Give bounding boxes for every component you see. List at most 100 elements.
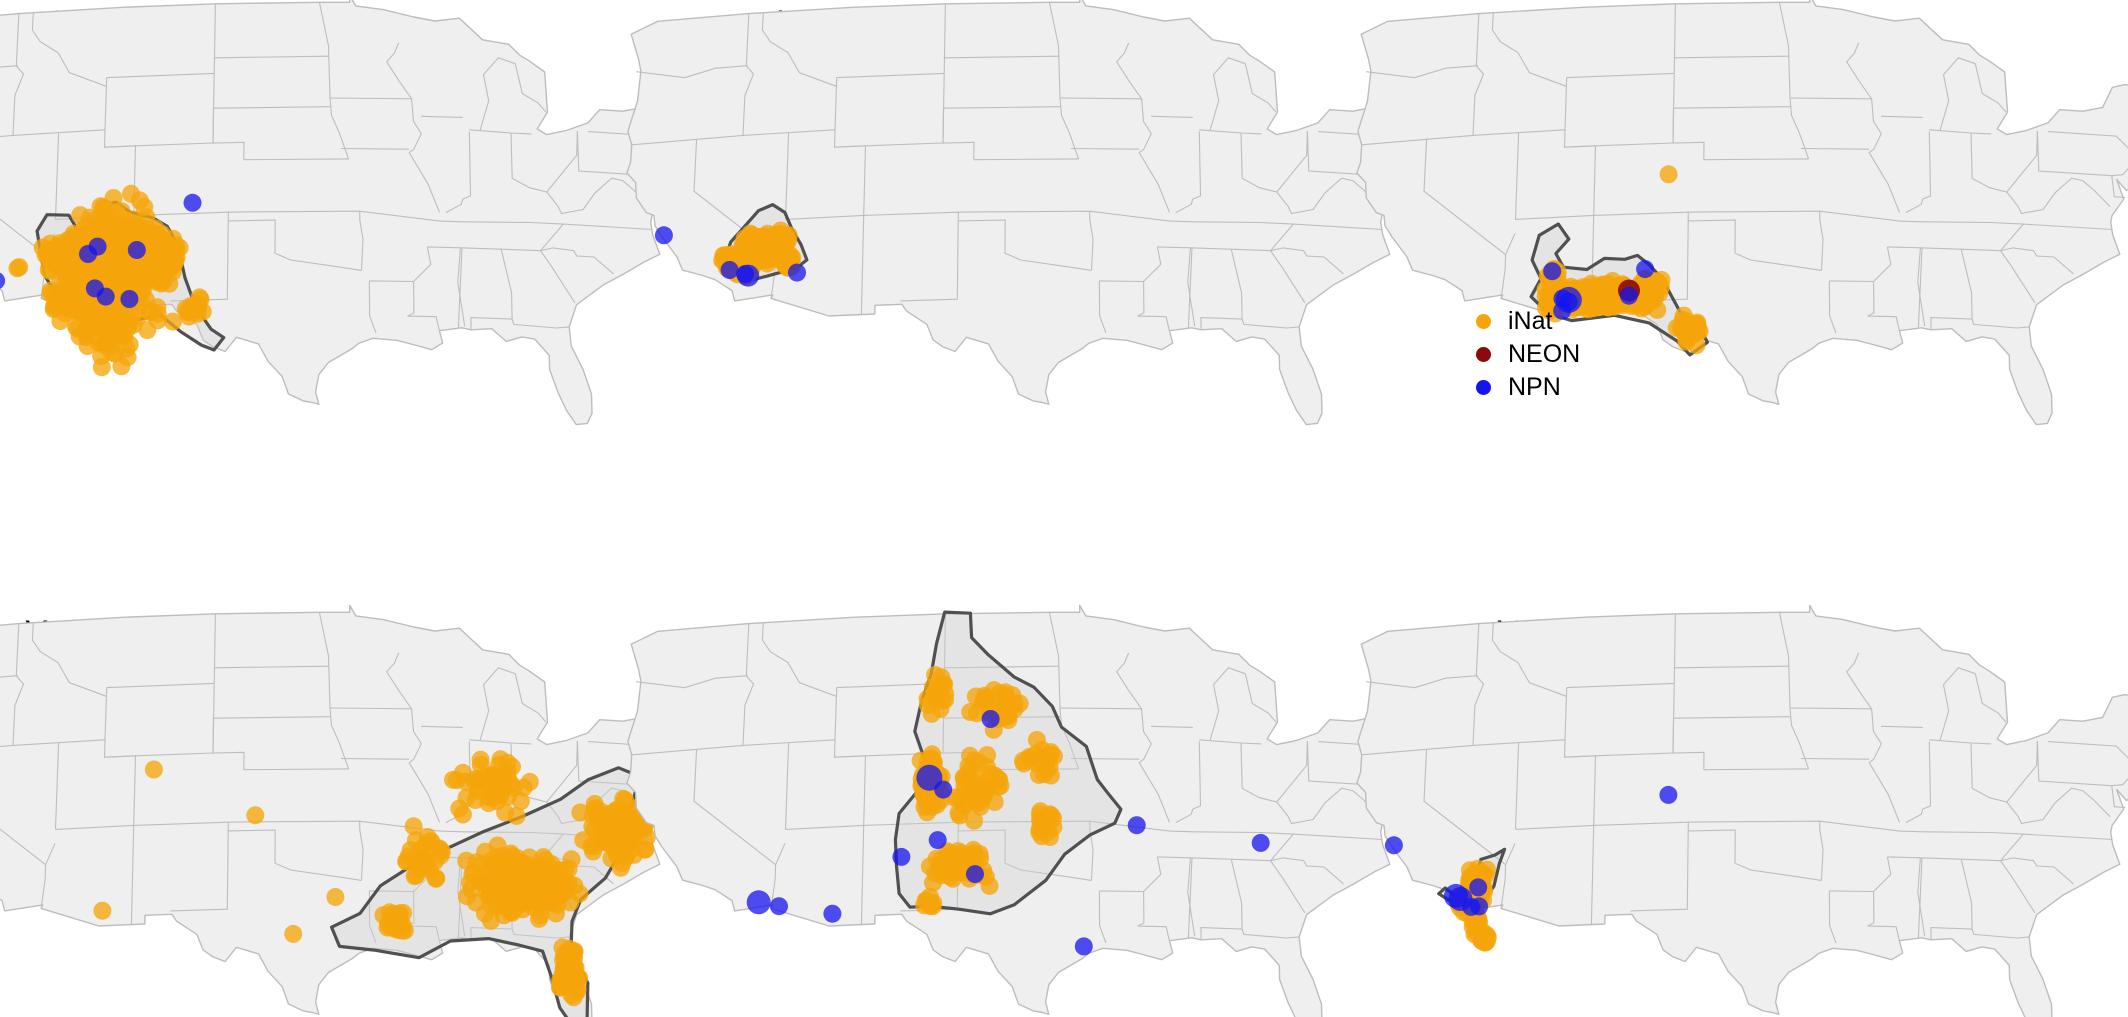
state-border: [1905, 741, 1932, 824]
state-border: [836, 72, 945, 79]
state-border: [1917, 247, 1926, 327]
state-border: [1089, 211, 1094, 271]
state-border: [1241, 318, 1300, 329]
state-border: [942, 716, 1061, 754]
inat-point: [1031, 802, 1050, 821]
state-border: [1491, 12, 1567, 87]
state-border: [1500, 233, 1516, 299]
inat-point: [965, 811, 984, 830]
state-border: [1361, 129, 1566, 146]
inat-point: [616, 790, 634, 809]
state-border: [1276, 787, 1353, 825]
npn-point: [127, 241, 146, 259]
state-border: [1491, 622, 1567, 697]
state-border: [1515, 820, 1900, 832]
inat-point: [163, 263, 182, 281]
inat-point: [636, 840, 655, 859]
inat-point: [162, 244, 180, 263]
state-border: [386, 652, 413, 710]
state-border: [1240, 740, 1308, 803]
state-border: [1366, 675, 1478, 689]
state-border: [55, 820, 440, 832]
inat-point: [991, 697, 1010, 716]
state-border: [135, 752, 214, 757]
state-border: [1672, 3, 1705, 160]
inat-point: [479, 794, 498, 812]
inat-point: [393, 921, 412, 940]
state-border: [470, 248, 513, 330]
inat-point: [117, 339, 136, 358]
inat-point: [457, 788, 476, 807]
state-border: [1868, 708, 1901, 823]
state-border: [510, 130, 578, 193]
state-border: [546, 177, 623, 215]
state-border: [1939, 57, 1976, 131]
state-border: [1151, 725, 1193, 728]
inat-point: [1677, 312, 1696, 331]
state-border: [1175, 741, 1202, 824]
npn-point: [981, 710, 1000, 728]
inat-point: [57, 249, 76, 268]
state-border: [408, 708, 441, 823]
inat-point: [1478, 860, 1496, 879]
npn-point: [720, 261, 739, 279]
inat-point: [496, 803, 515, 822]
state-border: [329, 97, 412, 100]
state-border: [865, 142, 944, 147]
state-border: [212, 106, 331, 144]
state-border: [1887, 833, 2113, 862]
state-border: [1187, 247, 1193, 328]
state-border: [1868, 98, 1901, 213]
state-border: [212, 716, 331, 754]
state-border: [2048, 131, 2128, 149]
state-border: [1595, 142, 1674, 147]
state-border: [340, 757, 410, 760]
state-border: [1423, 748, 1506, 866]
inat-point: [8, 259, 27, 278]
us-map: [0, 604, 784, 1017]
state-border: [1472, 623, 1485, 746]
state-border: [540, 247, 614, 275]
state-border: [1630, 830, 1689, 912]
state-border: [1971, 318, 2030, 329]
state-border: [1059, 97, 1142, 100]
inat-point: [453, 763, 472, 782]
state-border: [784, 742, 790, 830]
state-border: [1899, 830, 2024, 835]
inat-point: [989, 777, 1008, 796]
state-border: [1703, 768, 1809, 771]
state-border: [1970, 130, 2038, 193]
state-border: [12, 13, 25, 136]
state-border: [31, 622, 107, 697]
npn-point: [746, 890, 771, 915]
state-border: [1240, 130, 1308, 193]
npn-point: [737, 264, 760, 287]
state-border: [457, 247, 463, 328]
state-border: [1472, 13, 1485, 136]
legend-dot-npn: [1476, 380, 1491, 395]
state-border: [636, 65, 748, 79]
state-border: [1137, 856, 1170, 941]
inat-point: [499, 870, 517, 889]
state-border: [421, 115, 463, 118]
inat-point: [93, 901, 112, 920]
inat-point: [771, 221, 790, 240]
state-border: [693, 748, 776, 866]
inat-point: [163, 312, 182, 331]
npn-point: [1462, 897, 1481, 916]
inat-point: [513, 859, 532, 878]
state-border: [540, 250, 576, 304]
state-border: [1800, 147, 1870, 150]
map-panel-yucca-glauca: Yucca glauca: [626, 604, 1514, 1017]
npn-point: [120, 290, 139, 308]
state-border: [1366, 65, 1478, 79]
state-border: [1881, 725, 1923, 728]
map-panel-yucca-brevifolia: Yucca brevifolia: [626, 0, 1514, 426]
map-panel-yucca-elata: Yucca elata: [1356, 0, 2128, 426]
state-border: [1778, 612, 1810, 770]
inat-point: [514, 778, 533, 797]
us-map: [0, 0, 784, 426]
state-border: [2006, 787, 2083, 825]
state-border: [0, 65, 18, 68]
us-map: [1356, 0, 2128, 426]
